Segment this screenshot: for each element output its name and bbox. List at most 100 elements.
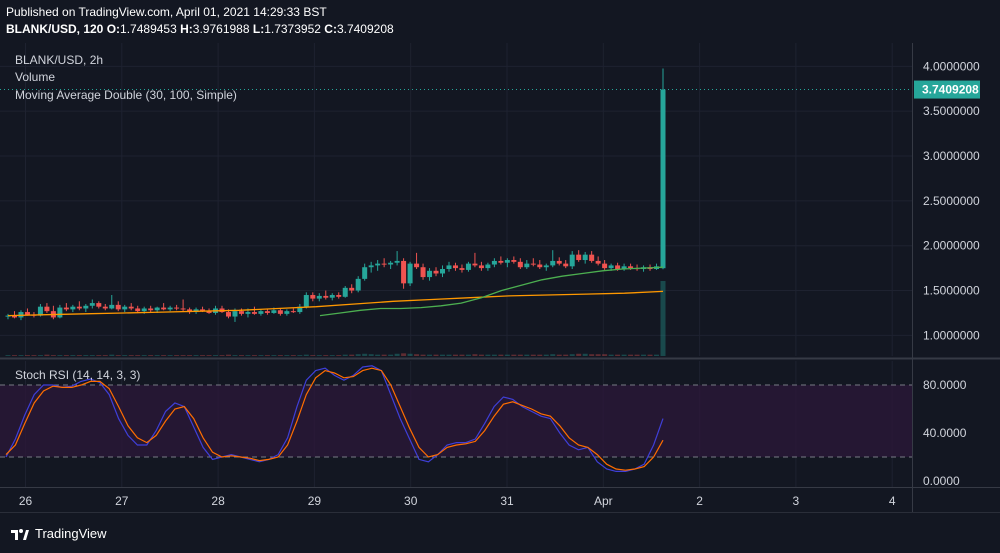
candle-body xyxy=(336,295,342,297)
candle-body xyxy=(349,287,355,291)
price-tick-label: 2.0000000 xyxy=(923,239,980,253)
candle-body xyxy=(264,311,270,313)
volume-bar xyxy=(414,354,420,356)
volume-bar xyxy=(5,355,11,356)
candle-body xyxy=(485,264,491,269)
volume-bar xyxy=(589,354,595,356)
candle-body xyxy=(569,254,575,267)
candle-body xyxy=(414,263,420,268)
volume-bar xyxy=(530,354,536,356)
ma-fast-line xyxy=(319,266,664,317)
ma-slow-line xyxy=(7,290,664,317)
volume-bar xyxy=(407,353,413,356)
volume-bar xyxy=(277,355,283,356)
candle-body xyxy=(44,306,50,312)
price-tick-label: 3.0000000 xyxy=(923,149,980,163)
footer-brand[interactable]: TradingView xyxy=(10,526,107,541)
volume-bar xyxy=(83,355,89,356)
candle-body xyxy=(323,295,329,298)
candle-body xyxy=(245,312,251,314)
volume-bar xyxy=(543,354,549,356)
candle-body xyxy=(427,270,433,278)
volume-bar xyxy=(582,353,588,356)
volume-bar xyxy=(167,355,173,356)
volume-bar xyxy=(427,354,433,356)
volume-bar xyxy=(187,355,193,356)
candle-body xyxy=(563,263,569,267)
candle-body xyxy=(420,267,426,278)
ohlc-header: BLANK/USD, 120 O:1.7489453 H:3.9761988 L… xyxy=(6,22,394,36)
candle-body xyxy=(550,260,556,266)
candle-body xyxy=(394,260,400,263)
volume-bar xyxy=(310,355,316,356)
price-tick-label: 4.0000000 xyxy=(923,59,980,73)
candle-body xyxy=(556,260,562,264)
volume-bar xyxy=(381,354,387,356)
candle-body xyxy=(277,310,283,314)
candle-body xyxy=(459,268,465,270)
rsi-tick-label: 0.0000 xyxy=(923,474,960,488)
candle-body xyxy=(258,311,264,314)
volume-bar xyxy=(362,353,368,356)
candle-body xyxy=(135,308,141,312)
volume-bar xyxy=(556,354,562,356)
volume-bar xyxy=(76,355,82,356)
time-tick-label: 30 xyxy=(404,494,418,508)
candle-body xyxy=(472,263,478,266)
volume-bar xyxy=(537,354,543,356)
volume-bar xyxy=(355,354,361,356)
candle-body xyxy=(290,311,296,313)
candle-body xyxy=(628,266,634,269)
close-value: 3.7409208 xyxy=(336,22,394,36)
candle-body xyxy=(148,308,154,311)
volume-bar xyxy=(440,354,446,356)
volume-bar xyxy=(96,355,102,356)
price-tick-label: 1.5000000 xyxy=(923,284,980,298)
candle-body xyxy=(407,263,413,284)
candle-body xyxy=(24,312,30,315)
high-value: 3.9761988 xyxy=(192,22,250,36)
candle-body xyxy=(303,295,309,307)
candle-body xyxy=(615,265,621,270)
candle-body xyxy=(375,263,381,266)
volume-bar xyxy=(368,354,374,356)
price-pane xyxy=(0,43,1000,356)
rsi-d-line xyxy=(5,367,664,471)
volume-bar xyxy=(161,355,167,356)
volume-bar xyxy=(232,355,238,356)
volume-bar xyxy=(174,355,180,356)
candle-body xyxy=(517,261,523,268)
volume-bar xyxy=(452,354,458,356)
candle-body xyxy=(576,254,582,261)
low-value: 1.7373952 xyxy=(264,22,321,36)
volume-bar xyxy=(446,354,452,356)
candle-body xyxy=(310,295,316,299)
time-tick-label: 26 xyxy=(19,494,33,508)
candle-body xyxy=(530,263,536,265)
volume-bar xyxy=(57,355,63,356)
time-tick-label: 4 xyxy=(889,494,896,508)
volume-bar xyxy=(349,354,355,356)
candle-body xyxy=(355,278,361,291)
volume-bar xyxy=(511,354,517,356)
volume-bar xyxy=(258,355,264,356)
candle-body xyxy=(401,260,407,284)
candle-body xyxy=(440,269,446,274)
footer-brand-label: TradingView xyxy=(35,526,107,541)
candle-body xyxy=(141,308,147,312)
volume-bar xyxy=(498,354,504,356)
volume-bar xyxy=(238,355,244,356)
time-tick-label: 29 xyxy=(308,494,322,508)
volume-bar xyxy=(660,281,666,356)
candle-body xyxy=(589,254,595,261)
volume-bar xyxy=(135,355,141,356)
volume-bar xyxy=(251,355,257,356)
volume-bar xyxy=(472,354,478,356)
volume-bar xyxy=(615,354,621,356)
volume-bar xyxy=(122,355,128,356)
volume-bar xyxy=(465,354,471,356)
volume-bar xyxy=(70,355,76,356)
candle-body xyxy=(122,306,128,310)
volume-bar xyxy=(297,355,303,356)
